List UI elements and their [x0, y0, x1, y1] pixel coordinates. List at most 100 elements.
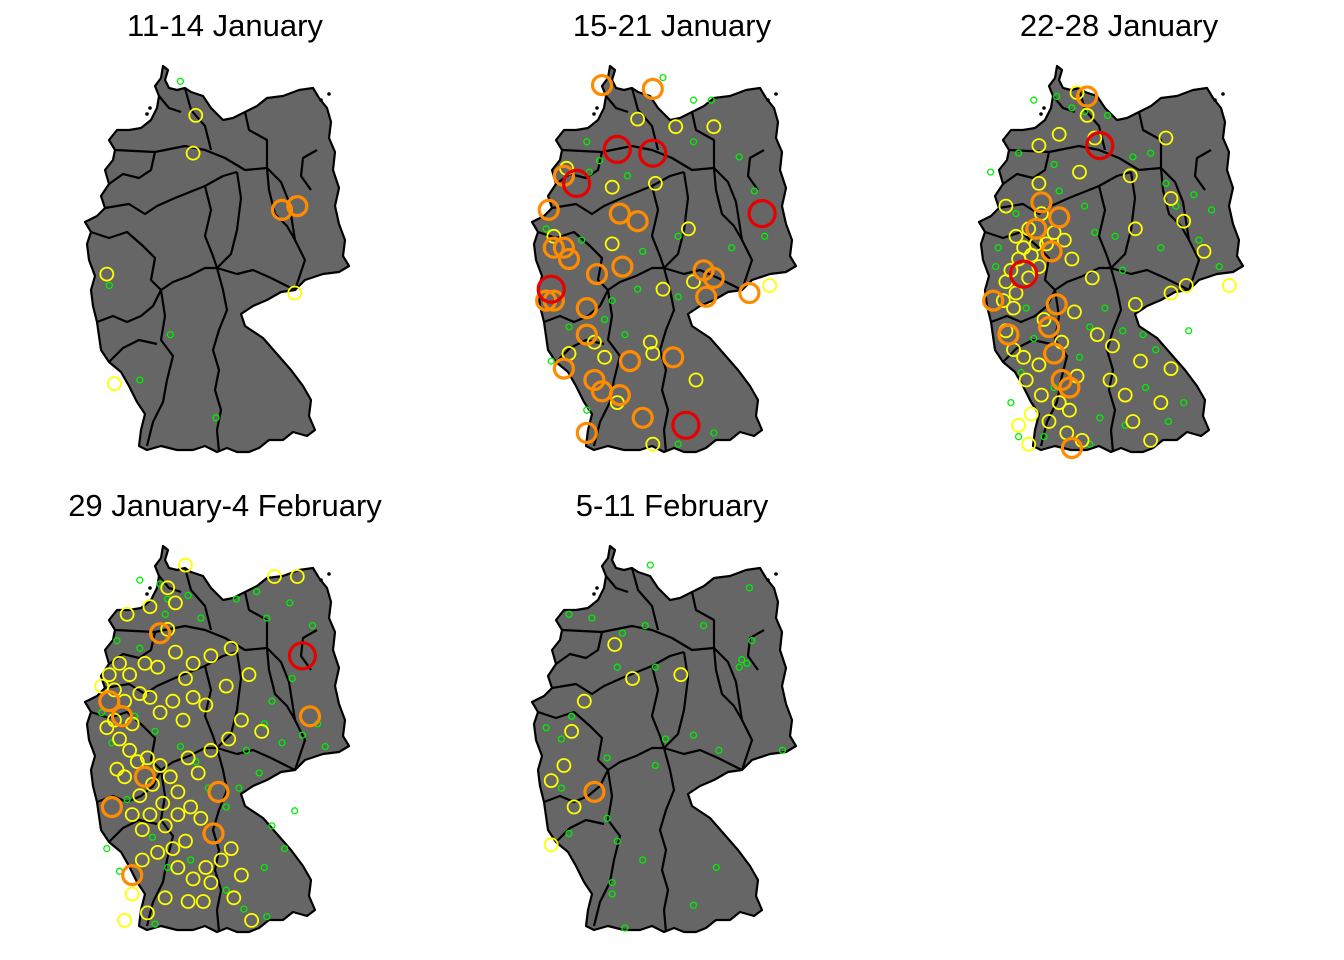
incidence-marker-level-2 [142, 807, 158, 823]
incidence-marker-level-1 [260, 863, 268, 872]
incidence-marker-level-1 [1030, 96, 1038, 104]
incidence-marker-level-2 [289, 569, 305, 584]
map-panel-11-14-january: 11-14 January [5, 0, 445, 470]
incidence-marker-level-2 [576, 693, 592, 709]
incidence-marker-level-1 [760, 232, 769, 240]
incidence-marker-level-2 [1176, 213, 1192, 229]
incidence-marker-level-2 [139, 905, 155, 921]
incidence-marker-level-3 [552, 357, 576, 380]
incidence-marker-level-2 [175, 712, 191, 728]
incidence-marker-level-2 [193, 810, 209, 826]
incidence-marker-level-1 [674, 440, 682, 448]
incidence-marker-level-3 [1048, 206, 1071, 229]
incidence-marker-level-3 [575, 323, 598, 346]
incidence-marker-level-1 [750, 187, 759, 195]
incidence-marker-level-1 [618, 629, 627, 637]
island [1039, 112, 1043, 116]
state-border [630, 567, 660, 631]
incidence-marker-level-2 [1143, 432, 1159, 448]
germany-map [83, 544, 351, 934]
incidence-marker-level-1 [1103, 111, 1112, 120]
state-border [108, 818, 158, 843]
panel-title: 15-21 January [572, 8, 772, 43]
incidence-marker-level-1 [252, 587, 261, 596]
incidence-marker-level-3 [1058, 376, 1081, 399]
incidence-marker-level-1 [1190, 191, 1198, 199]
incidence-marker-level-3 [662, 346, 685, 369]
incidence-marker-level-1 [222, 886, 230, 894]
state-border [1039, 289, 1069, 447]
incidence-marker-level-1 [565, 829, 573, 838]
map-layer [530, 544, 798, 934]
incidence-marker-level-1 [1129, 153, 1137, 161]
incidence-marker-level-1 [268, 822, 276, 830]
state-border [551, 650, 685, 696]
state-border [158, 575, 182, 594]
incidence-marker-level-3 [1060, 436, 1083, 460]
incidence-marker-level-2 [112, 655, 127, 671]
state-border [592, 289, 622, 447]
incidence-marker-level-2 [122, 667, 137, 683]
incidence-marker-level-3 [695, 285, 718, 308]
incidence-marker-level-2 [155, 795, 171, 811]
incidence-marker-level-1 [1164, 417, 1173, 426]
incidence-marker-level-1 [1162, 179, 1170, 188]
incidence-marker-level-1 [291, 807, 299, 815]
incidence-marker-level-2 [107, 376, 122, 392]
incidence-marker-level-1 [1053, 92, 1061, 101]
state-border [216, 171, 243, 269]
incidence-marker-level-3 [590, 73, 614, 97]
incidence-marker-level-2 [99, 720, 115, 736]
incidence-marker-level-1 [600, 315, 609, 324]
incidence-marker-level-2 [124, 807, 140, 823]
island [766, 98, 770, 102]
state-border [537, 710, 609, 771]
incidence-marker-level-2 [1079, 108, 1095, 123]
state-border [183, 567, 213, 631]
incidence-marker-level-2 [117, 912, 132, 928]
incidence-marker-level-2 [668, 119, 684, 135]
incidence-marker-level-1 [212, 414, 220, 422]
island [1221, 92, 1225, 96]
incidence-marker-level-2 [1031, 357, 1047, 373]
incidence-marker-level-3 [1025, 217, 1048, 240]
state-border [630, 87, 660, 151]
incidence-marker-level-2 [287, 285, 303, 301]
incidence-marker-level-3 [1076, 85, 1099, 108]
incidence-marker-level-2 [233, 867, 249, 883]
incidence-marker-level-2 [170, 807, 186, 823]
island [145, 112, 149, 116]
incidence-marker-level-1 [608, 296, 616, 305]
incidence-marker-level-2 [1064, 251, 1080, 267]
incidence-marker-level-2 [556, 758, 572, 773]
incidence-marker-level-2 [546, 228, 562, 244]
incidence-marker-level-1 [674, 232, 682, 240]
incidence-marker-level-1 [240, 905, 248, 913]
incidence-marker-level-2 [604, 179, 620, 195]
incidence-marker-level-2 [165, 841, 181, 857]
incidence-marker-level-2 [1163, 361, 1179, 377]
incidence-marker-level-2 [673, 667, 689, 683]
state-border [690, 591, 716, 648]
incidence-marker-level-1 [1101, 304, 1109, 312]
incidence-marker-level-1 [268, 697, 276, 705]
incidence-marker-level-4 [671, 410, 701, 440]
incidence-marker-level-2 [117, 769, 132, 785]
state-border [998, 170, 1132, 216]
state-border [243, 111, 269, 168]
incidence-marker-level-1 [123, 795, 131, 804]
incidence-marker-level-1 [1215, 262, 1223, 271]
incidence-marker-level-2 [645, 346, 661, 361]
incidence-marker-level-2 [1163, 191, 1179, 206]
incidence-marker-level-2 [124, 886, 140, 902]
state-border [158, 95, 182, 114]
germany-outline [83, 64, 351, 454]
incidence-marker-level-2 [642, 334, 658, 350]
incidence-marker-level-1 [613, 837, 621, 845]
incidence-marker-level-2 [223, 841, 239, 857]
incidence-marker-level-1 [542, 724, 550, 732]
incidence-marker-level-2 [1051, 395, 1067, 411]
incidence-marker-level-1 [735, 663, 743, 671]
incidence-marker-level-1 [567, 712, 576, 720]
incidence-marker-level-1 [286, 599, 294, 607]
